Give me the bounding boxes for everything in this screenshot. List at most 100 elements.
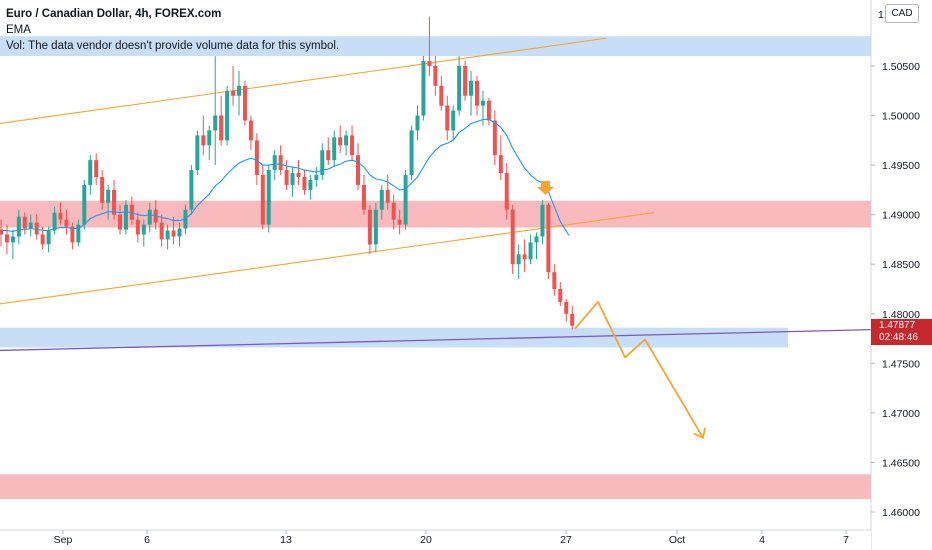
projection-path bbox=[574, 300, 704, 439]
price-axis-bg bbox=[872, 0, 932, 550]
candle bbox=[445, 95, 450, 141]
demand-zone bbox=[0, 474, 871, 500]
candle bbox=[135, 212, 140, 243]
channel-upper-line bbox=[0, 37, 607, 125]
candle bbox=[112, 179, 117, 220]
candle-body bbox=[10, 236, 15, 243]
candle-body bbox=[16, 216, 21, 237]
price-tick-label: 1.47500 bbox=[882, 358, 920, 370]
ema-label[interactable]: EMA bbox=[6, 24, 31, 36]
last-price-value: 1.47877 bbox=[879, 320, 916, 331]
candle-body bbox=[373, 209, 378, 245]
candle bbox=[463, 61, 468, 101]
candle bbox=[373, 202, 378, 253]
candle-body bbox=[552, 272, 557, 289]
candle bbox=[10, 229, 15, 260]
candle-body bbox=[266, 170, 271, 225]
candle bbox=[558, 282, 563, 306]
candle bbox=[492, 110, 497, 166]
candle-body bbox=[326, 150, 331, 161]
candle-body bbox=[350, 135, 355, 156]
candle bbox=[118, 204, 122, 235]
candle-body bbox=[52, 212, 57, 231]
candle bbox=[516, 244, 521, 280]
candle-body bbox=[207, 130, 212, 146]
candle bbox=[433, 56, 438, 96]
candle-body bbox=[171, 230, 176, 237]
candle-body bbox=[409, 130, 414, 176]
price-tick-label: 1.49500 bbox=[882, 160, 920, 172]
candle-body bbox=[421, 61, 426, 116]
candle-body bbox=[159, 222, 164, 240]
candle bbox=[82, 179, 87, 230]
candle bbox=[34, 214, 39, 240]
candle-body bbox=[367, 209, 372, 245]
candle bbox=[260, 165, 265, 230]
currency-badge[interactable]: CAD bbox=[885, 4, 919, 23]
candle bbox=[486, 97, 491, 126]
candle-body bbox=[88, 160, 93, 185]
candle-body bbox=[248, 120, 253, 141]
candle-body bbox=[492, 120, 497, 156]
price-tick-label: 1.48000 bbox=[882, 309, 920, 321]
candle-body bbox=[165, 230, 170, 240]
candle bbox=[266, 165, 271, 233]
projection-arrowhead bbox=[693, 427, 706, 439]
candle-body bbox=[546, 204, 551, 273]
candle bbox=[28, 214, 33, 237]
symbol-title: Euro / Canadian Dollar, 4h, FOREX.com bbox=[6, 8, 222, 20]
candle-body bbox=[82, 184, 87, 225]
candle-body bbox=[391, 202, 396, 220]
candle-body bbox=[58, 212, 63, 220]
candle-body bbox=[177, 228, 182, 237]
candle-body bbox=[504, 173, 509, 210]
candle bbox=[165, 224, 170, 250]
candle-body bbox=[308, 179, 313, 190]
candle bbox=[469, 70, 474, 116]
candle bbox=[189, 165, 194, 215]
candle-body bbox=[463, 66, 468, 96]
candle-body bbox=[225, 90, 230, 141]
candle bbox=[64, 209, 69, 235]
candle bbox=[284, 160, 289, 190]
candle bbox=[278, 145, 283, 176]
price-tick-label: 1.50000 bbox=[882, 111, 920, 123]
candle-body bbox=[123, 204, 128, 230]
candle-body bbox=[522, 254, 527, 260]
candle bbox=[504, 163, 509, 220]
candle bbox=[564, 298, 569, 322]
price-tick-label: 1.46500 bbox=[882, 457, 920, 469]
candle bbox=[4, 224, 9, 255]
time-tick-label: 20 bbox=[420, 534, 432, 546]
time-axis-bg bbox=[0, 530, 871, 550]
candle bbox=[159, 214, 164, 247]
candle bbox=[0, 219, 3, 247]
candle-body bbox=[147, 209, 152, 225]
candle-body bbox=[237, 85, 241, 96]
candle bbox=[254, 133, 259, 185]
candle bbox=[177, 222, 182, 247]
candle-body bbox=[195, 135, 200, 171]
candle bbox=[356, 143, 360, 190]
candle-body bbox=[254, 140, 259, 176]
time-tick-label: 6 bbox=[144, 534, 150, 546]
candle-body bbox=[344, 135, 349, 146]
bar-countdown: 02:48:46 bbox=[879, 332, 918, 343]
candle-body bbox=[361, 184, 366, 210]
supply-zone bbox=[0, 200, 871, 228]
candle-body bbox=[4, 234, 9, 243]
ema-line-tail bbox=[559, 221, 570, 236]
candle bbox=[451, 105, 456, 141]
candle-body bbox=[475, 80, 479, 106]
candle bbox=[385, 175, 390, 210]
candle bbox=[225, 85, 230, 146]
candle bbox=[540, 199, 545, 245]
candle bbox=[415, 105, 420, 141]
trendline-line bbox=[0, 328, 872, 352]
candle-body bbox=[135, 219, 140, 235]
candle bbox=[302, 170, 307, 195]
price-tick-label: 1.47000 bbox=[882, 408, 920, 420]
candle-body bbox=[469, 80, 474, 96]
candle-body bbox=[40, 234, 45, 245]
